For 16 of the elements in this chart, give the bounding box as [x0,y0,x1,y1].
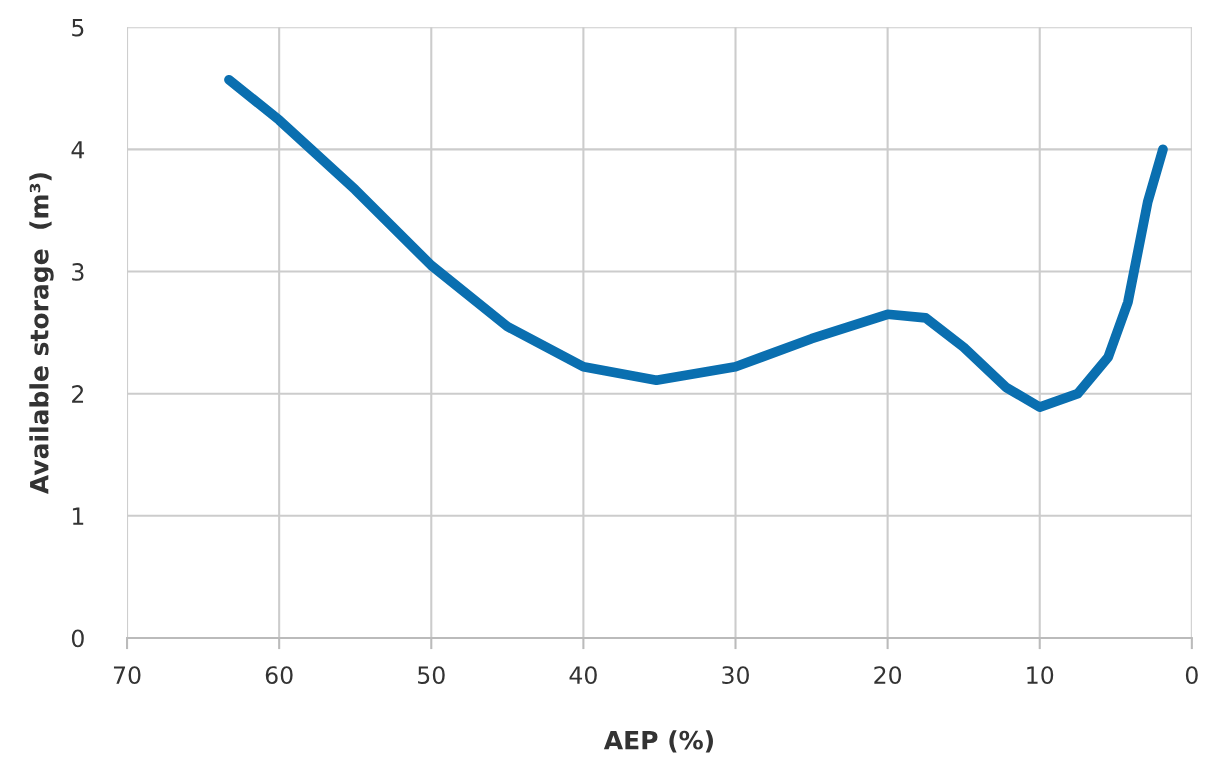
x-tick-label: 0 [1185,666,1198,685]
x-tick-label: 20 [874,666,902,685]
y-tick-label: 3 [72,262,84,281]
x-axis-title: AEP (%) [603,730,713,753]
x-tick-label: 50 [418,666,445,685]
x-tick-label: 40 [569,666,597,685]
y-tick-label: 5 [72,18,84,37]
y-tick-label: 0 [71,629,84,648]
y-tick-label: 2 [72,385,84,403]
y-axis-title: Available storage (m³) [29,173,54,494]
x-tick-label: 10 [1027,666,1054,685]
x-tick-label: 60 [265,666,293,685]
x-tick-label: 30 [722,666,749,685]
x-tick-label: 70 [113,666,141,685]
y-tick-label: 1 [72,507,84,525]
y-tick-label: 4 [71,141,85,159]
